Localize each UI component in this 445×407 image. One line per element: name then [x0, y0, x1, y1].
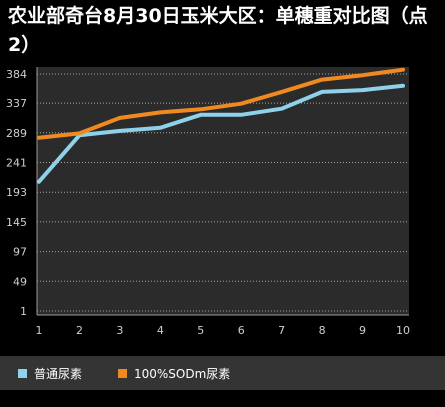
legend-item-series-2: 100%SODm尿素 [118, 366, 231, 381]
legend-label-series-1: 普通尿素 [34, 366, 83, 381]
x-tick-label: 1 [36, 324, 43, 337]
y-tick-label: 97 [13, 246, 27, 259]
line-chart: 1 49 97 145 193 241 289 337 384 1 2 3 4 5 6 7 8 9 10 [6, 67, 410, 337]
x-tick-label: 5 [197, 324, 204, 337]
x-tick-label: 7 [278, 324, 285, 337]
y-tick-label: 337 [6, 97, 27, 110]
legend-item-series-1: 普通尿素 [18, 366, 83, 381]
y-tick-label: 241 [6, 156, 27, 169]
chart-legend: 普通尿素 100%SODm尿素 [0, 356, 445, 390]
x-tick-label: 9 [359, 324, 366, 337]
y-tick-label: 289 [6, 127, 27, 140]
legend-label-series-2: 100%SODm尿素 [134, 366, 231, 381]
y-tick-label: 193 [6, 186, 27, 199]
x-tick-label: 2 [76, 324, 83, 337]
chart-title: 农业部奇台8月30日玉米大区：单穗重对比图（点2） [8, 5, 428, 56]
y-tick-label: 145 [6, 216, 27, 229]
series-line-2 [37, 67, 405, 140]
y-tick-label: 384 [6, 68, 27, 81]
x-tick-label: 6 [238, 324, 245, 337]
series-line-1 [37, 83, 405, 184]
legend-swatch-series-1 [18, 368, 27, 378]
legend-swatch-series-2 [118, 368, 127, 378]
x-tick-label: 3 [116, 324, 123, 337]
y-tick-label: 1 [20, 305, 27, 318]
plot-area [37, 67, 409, 315]
x-tick-label: 10 [396, 324, 410, 337]
y-tick-label: 49 [13, 275, 27, 288]
x-tick-label: 4 [157, 324, 164, 337]
x-tick-label: 8 [319, 324, 326, 337]
